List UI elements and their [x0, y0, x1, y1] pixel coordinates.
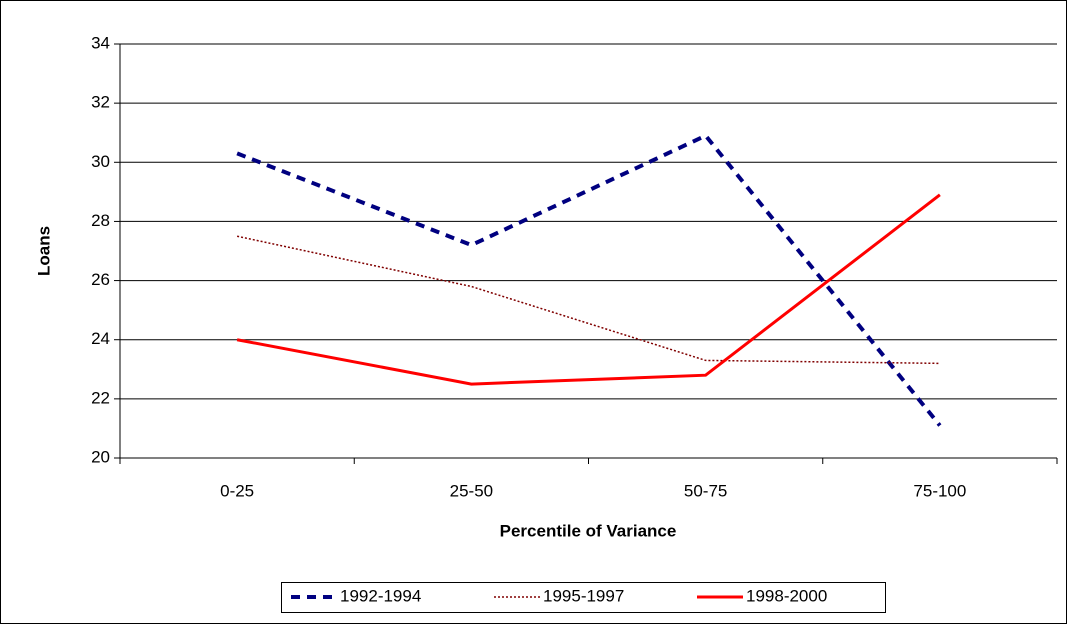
series-line — [236, 133, 942, 427]
x-tick-label: 75-100 — [913, 481, 966, 500]
x-tick-label: 0-25 — [220, 481, 254, 500]
x-tick-label: 25-50 — [450, 481, 493, 500]
series-line — [236, 193, 941, 386]
legend-label: 1995-1997 — [543, 586, 624, 605]
y-tick-label: 28 — [91, 211, 110, 230]
y-tick-label: 34 — [91, 33, 110, 52]
legend-label: 1998-2000 — [746, 586, 827, 605]
y-tick-label: 20 — [91, 447, 110, 466]
x-axis-label: Percentile of Variance — [500, 521, 677, 540]
y-tick-label: 22 — [91, 388, 110, 407]
y-tick-label: 26 — [91, 270, 110, 289]
y-tick-label: 30 — [91, 152, 110, 171]
y-tick-label: 32 — [91, 93, 110, 112]
x-tick-label: 50-75 — [684, 481, 727, 500]
legend-box — [281, 582, 886, 613]
y-axis-label: Loans — [34, 226, 53, 276]
y-tick-label: 24 — [91, 329, 110, 348]
legend-label: 1992-1994 — [340, 586, 421, 605]
